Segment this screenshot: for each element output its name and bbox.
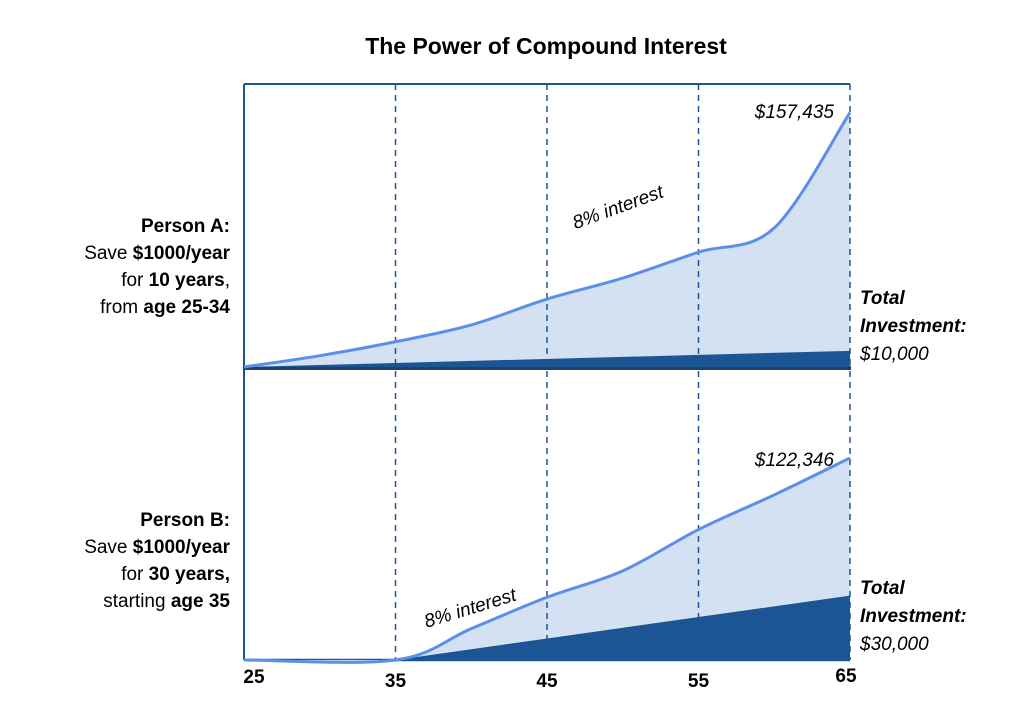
x-axis-ticks: 25 35 45 55 65	[243, 666, 857, 692]
description-segment: 30 years,	[149, 564, 230, 585]
description-segment: for	[121, 270, 148, 291]
growth-line	[243, 456, 851, 664]
description-segment: starting	[103, 591, 171, 612]
description-segment: age 35	[171, 591, 231, 612]
x-tick-label: 35	[385, 671, 407, 692]
person-name: Person B:	[140, 510, 230, 531]
person-description-line: starting age 35	[103, 591, 230, 612]
total-investment-value: $10,000	[859, 344, 929, 365]
panel-person-b: 8% interest$122,346TotalInvestment:$30,0…	[84, 371, 967, 664]
total-investment-value: $30,000	[859, 634, 929, 655]
description-segment: 10 years	[149, 270, 225, 291]
description-segment: $1000/year	[133, 537, 231, 558]
person-description-line: Save $1000/year	[84, 243, 230, 264]
description-segment: for	[121, 564, 148, 585]
x-tick-label: 45	[536, 671, 558, 692]
total-investment-label: Total	[860, 288, 905, 309]
chart-title: The Power of Compound Interest	[365, 33, 727, 59]
final-value-label: $122,346	[754, 450, 835, 471]
total-investment-label: Total	[860, 578, 905, 599]
description-segment: ,	[225, 270, 230, 291]
growth-area	[244, 112, 850, 367]
x-tick-label: 65	[835, 666, 857, 687]
growth-line	[243, 111, 852, 369]
x-tick-label: 25	[243, 667, 265, 688]
growth-area	[244, 457, 850, 663]
rate-label: 8% interest	[570, 181, 667, 233]
final-value-label: $157,435	[754, 102, 835, 123]
x-tick-label: 55	[688, 671, 710, 692]
description-segment: Save	[84, 537, 133, 558]
total-investment-label: Investment:	[860, 606, 967, 627]
person-description-line: from age 25-34	[100, 297, 230, 318]
chart-panels: 8% interest $157,435 Total Investment: $10,0…	[84, 83, 967, 664]
investment-area	[244, 595, 850, 660]
description-segment: from	[100, 297, 143, 318]
person-name: Person A:	[141, 216, 230, 237]
description-segment: Save	[84, 243, 133, 264]
panel-person-a: 8% interest $157,435 Total Investment: $10,0…	[84, 84, 967, 369]
person-description-line: Save $1000/year	[84, 537, 230, 558]
person-description-line: for 10 years,	[121, 270, 230, 291]
total-investment-label: Investment:	[860, 316, 967, 337]
description-segment: $1000/year	[133, 243, 231, 264]
person-description-line: for 30 years,	[121, 564, 230, 585]
description-segment: age 25-34	[143, 297, 230, 318]
panel-divider	[243, 366, 851, 370]
